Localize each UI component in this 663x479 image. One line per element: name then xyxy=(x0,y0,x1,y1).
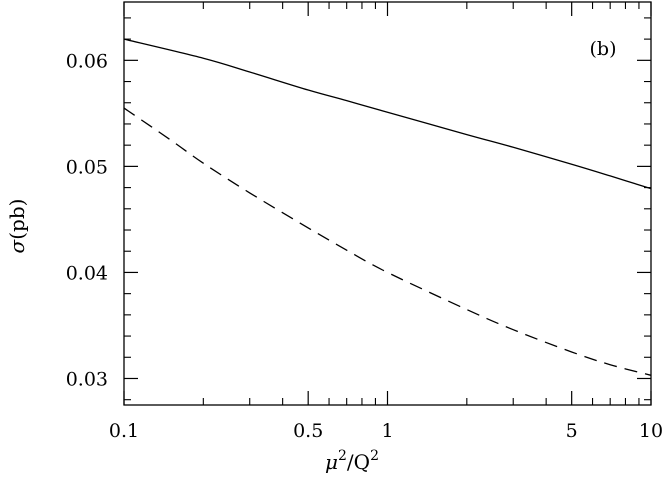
y-axis-label: σ(pb) xyxy=(5,199,29,254)
x-tick-label-3: 5 xyxy=(566,420,578,442)
x-axis-label-base: μ xyxy=(325,450,338,474)
series-layer xyxy=(123,38,652,376)
x-axis-label-sup1: 2 xyxy=(338,448,347,464)
series-line-solid-0 xyxy=(123,38,652,190)
y-axis-label-sym: σ xyxy=(5,238,29,253)
y-tick-label-2: 0.05 xyxy=(66,156,108,178)
x-axis-label-mid: /Q xyxy=(347,450,370,474)
panel-label: (b) xyxy=(590,38,617,60)
y-axis-label-rest: (pb) xyxy=(5,199,29,240)
y-tick-label-0: 0.03 xyxy=(66,368,108,390)
x-axis-label-sup2: 2 xyxy=(370,448,379,464)
tick-labels: 0.1 0.5 1 5 10 0.03 0.04 0.05 0.06 xyxy=(66,50,663,442)
x-tick-label-2: 1 xyxy=(381,420,393,442)
x-axis-label: μ2/Q2 xyxy=(325,448,379,474)
x-tick-label-0: 0.1 xyxy=(109,420,139,442)
series-line-dashed-1 xyxy=(123,107,652,376)
plot-frame xyxy=(123,1,652,406)
minor-ticks xyxy=(124,2,651,405)
x-tick-label-4: 10 xyxy=(639,420,663,442)
major-ticks xyxy=(123,2,652,405)
y-tick-label-3: 0.06 xyxy=(66,50,108,72)
x-tick-label-1: 0.5 xyxy=(293,420,323,442)
y-tick-label-1: 0.04 xyxy=(66,262,108,284)
